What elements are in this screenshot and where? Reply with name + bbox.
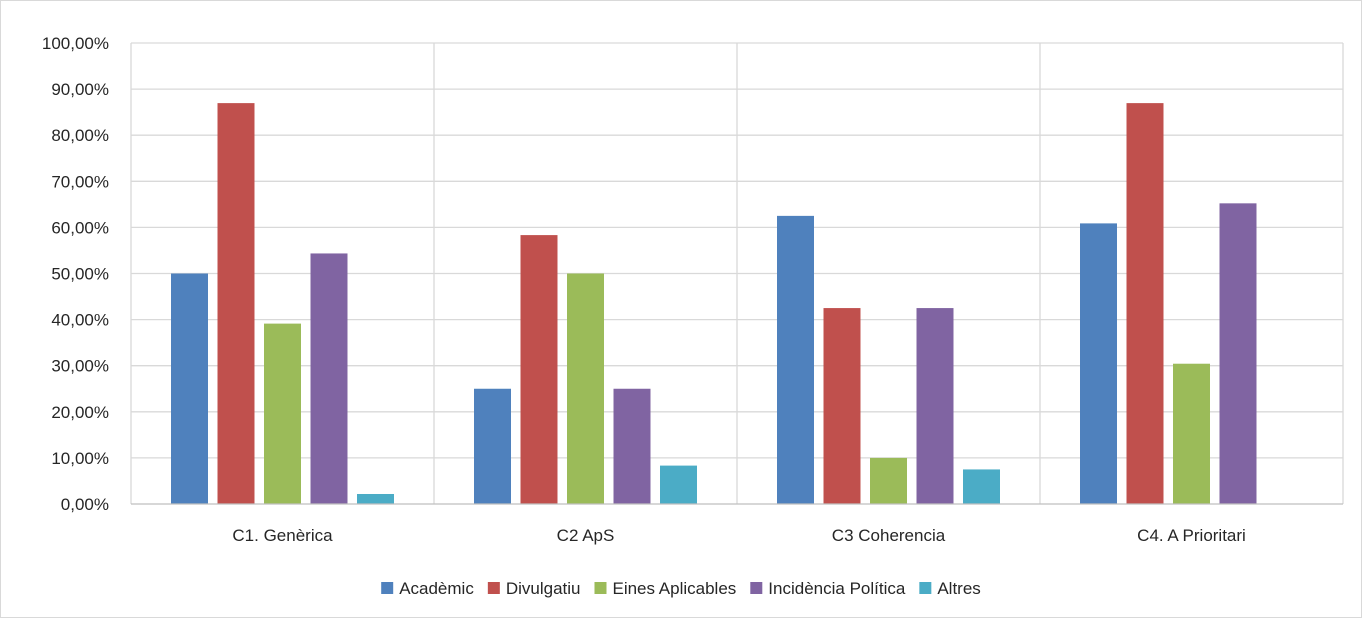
bar <box>310 253 348 504</box>
y-tick-label: 80,00% <box>51 126 109 145</box>
legend: Acadèmic Divulgatiu Eines Aplicables Incidè… <box>381 579 981 598</box>
bar <box>613 388 651 504</box>
legend-label: Altres <box>937 579 980 598</box>
bar <box>1219 203 1257 504</box>
bar <box>474 388 511 504</box>
bar <box>1173 363 1210 504</box>
legend-swatch <box>487 582 500 594</box>
y-tick-label: 0,00% <box>61 495 109 514</box>
y-tick-label: 70,00% <box>51 172 109 191</box>
legend-swatch <box>594 582 607 594</box>
axes: 0,00% 10,00% 20,00% 30,00% 40,00% 50,00% 60,00… <box>42 34 1343 545</box>
x-tick-label: C4. A Prioritari <box>1137 526 1246 545</box>
legend-label: Eines Aplicables <box>612 579 736 598</box>
bar <box>870 457 907 504</box>
legend-label: Acadèmic <box>399 579 474 598</box>
y-tick-label: 20,00% <box>51 403 109 422</box>
bar <box>171 273 208 504</box>
bar <box>357 493 394 504</box>
legend-swatch <box>750 582 763 594</box>
bars <box>171 103 1257 505</box>
bar <box>916 308 954 504</box>
bar <box>1126 103 1164 504</box>
legend-swatch <box>919 582 932 594</box>
y-tick-label: 50,00% <box>51 265 109 284</box>
y-tick-label: 10,00% <box>51 449 109 468</box>
bar <box>823 308 861 504</box>
x-tick-label: C1. Genèrica <box>232 526 333 545</box>
x-tick-label: C3 Coherencia <box>832 526 946 545</box>
legend-label: Divulgatiu <box>506 579 581 598</box>
legend-label: Incidència Política <box>768 579 906 598</box>
legend-swatch <box>381 582 394 594</box>
y-tick-label: 60,00% <box>51 218 109 237</box>
y-tick-label: 30,00% <box>51 357 109 376</box>
bar <box>1080 223 1117 505</box>
x-tick-label: C2 ApS <box>557 526 615 545</box>
y-tick-label: 90,00% <box>51 80 109 99</box>
bar <box>217 103 255 504</box>
bar <box>963 469 1000 504</box>
y-tick-label: 100,00% <box>42 34 109 53</box>
bar <box>264 323 301 504</box>
bar <box>777 215 814 504</box>
y-tick-label: 40,00% <box>51 311 109 330</box>
bar <box>567 273 604 504</box>
bar <box>660 465 697 504</box>
bar <box>520 235 558 504</box>
